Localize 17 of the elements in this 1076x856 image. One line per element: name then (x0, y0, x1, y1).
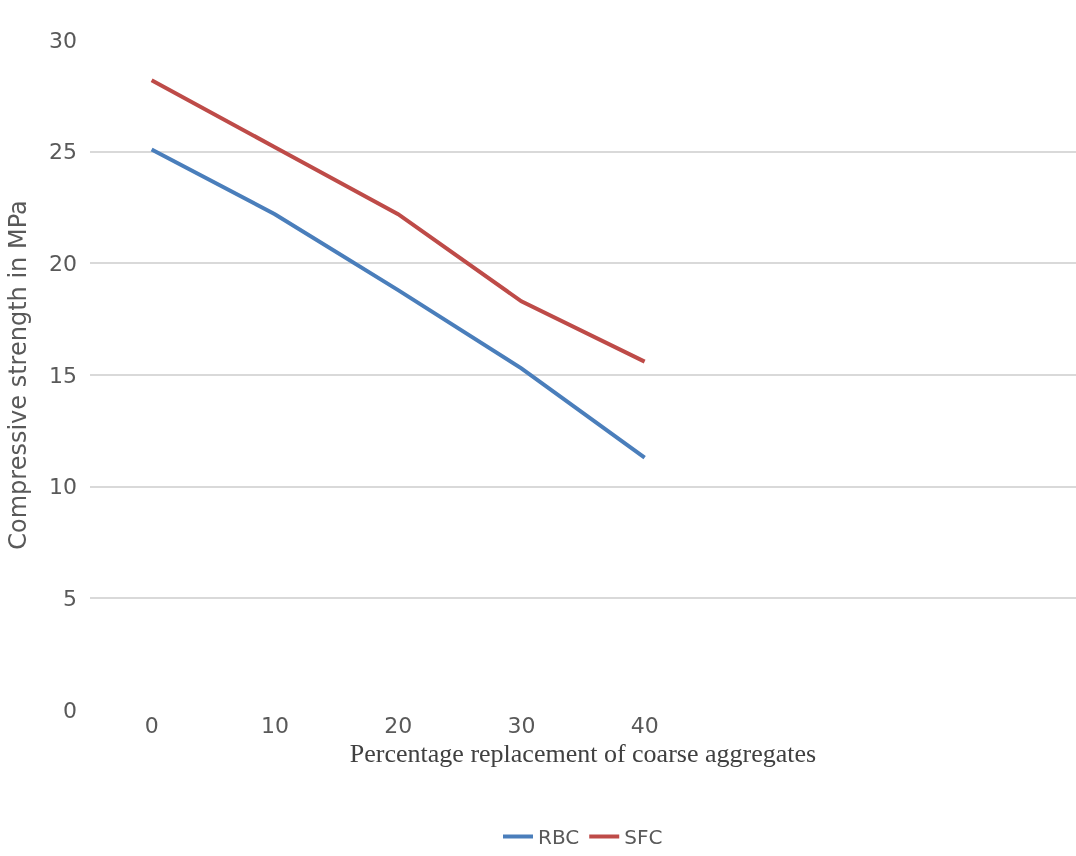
y-tick-label: 15 (49, 362, 77, 388)
x-tick-label: 20 (384, 713, 413, 738)
line-series (149, 78, 647, 364)
y-tick-label: 25 (49, 139, 77, 165)
y-tick-label: 5 (63, 586, 77, 612)
y-tick-label: 30 (49, 27, 77, 53)
y-axis-title: Compressive strength in MPa (4, 200, 33, 550)
line-series (149, 147, 647, 460)
x-tick-label: 0 (144, 713, 159, 738)
x-tick-label: 10 (260, 713, 289, 738)
x-tick-label: 40 (630, 713, 659, 738)
legend-label: RBC (538, 825, 580, 850)
x-axis-title: Percentage replacement of coarse aggregates (349, 738, 817, 768)
legend-label: SFC (624, 825, 663, 850)
y-tick-label: 20 (49, 251, 77, 277)
x-tick-label: 30 (507, 713, 536, 738)
y-tick-label: 10 (49, 474, 77, 500)
